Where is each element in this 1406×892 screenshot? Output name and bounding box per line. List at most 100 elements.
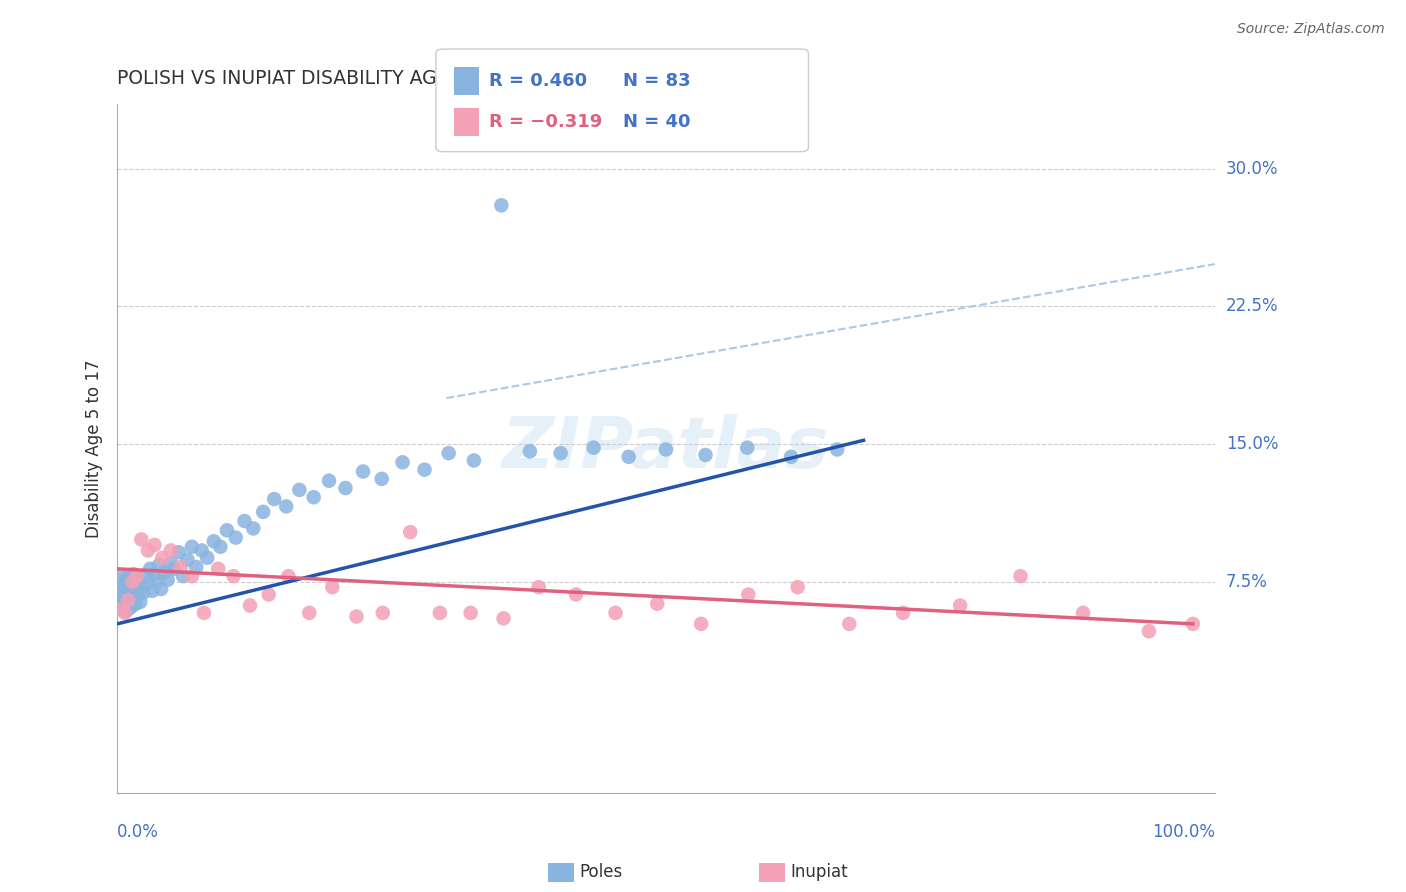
- Point: [257, 587, 280, 601]
- Point: [460, 606, 482, 620]
- Point: [195, 550, 218, 565]
- Point: [150, 582, 173, 596]
- Point: [115, 573, 138, 587]
- Point: [519, 444, 541, 458]
- Text: 22.5%: 22.5%: [1226, 297, 1278, 315]
- Point: [145, 574, 167, 589]
- Point: [1010, 569, 1032, 583]
- Point: [121, 599, 143, 613]
- Point: [737, 587, 759, 601]
- Point: [1181, 616, 1204, 631]
- Point: [127, 587, 149, 601]
- Point: [429, 606, 451, 620]
- Point: [492, 611, 515, 625]
- Point: [463, 453, 485, 467]
- Point: [131, 533, 153, 547]
- Point: [160, 543, 183, 558]
- Point: [163, 562, 186, 576]
- Point: [1137, 624, 1160, 639]
- Point: [143, 538, 166, 552]
- Point: [167, 545, 190, 559]
- Point: [120, 600, 142, 615]
- Point: [115, 587, 138, 601]
- Point: [370, 472, 392, 486]
- Point: [120, 591, 142, 606]
- Text: N = 83: N = 83: [623, 72, 690, 90]
- Point: [135, 569, 157, 583]
- Point: [122, 567, 145, 582]
- Point: [735, 441, 758, 455]
- Point: [114, 606, 136, 620]
- Point: [131, 578, 153, 592]
- Point: [136, 543, 159, 558]
- Point: [565, 587, 588, 601]
- Point: [193, 606, 215, 620]
- Text: Poles: Poles: [579, 863, 623, 881]
- Text: ZIPatlas: ZIPatlas: [502, 414, 830, 483]
- Point: [252, 505, 274, 519]
- Point: [298, 606, 321, 620]
- Point: [153, 566, 176, 580]
- Point: [655, 442, 678, 457]
- Text: R = 0.460: R = 0.460: [489, 72, 588, 90]
- Point: [242, 521, 264, 535]
- Point: [391, 455, 413, 469]
- Point: [302, 490, 325, 504]
- Point: [352, 465, 374, 479]
- Point: [172, 569, 194, 583]
- Point: [120, 574, 142, 589]
- Point: [117, 571, 139, 585]
- Point: [117, 602, 139, 616]
- Point: [132, 585, 155, 599]
- Point: [110, 587, 132, 601]
- Point: [437, 446, 460, 460]
- Point: [786, 580, 808, 594]
- Point: [122, 582, 145, 596]
- Point: [239, 599, 262, 613]
- Point: [111, 602, 134, 616]
- Point: [115, 597, 138, 611]
- Point: [115, 604, 138, 618]
- Text: Inupiat: Inupiat: [790, 863, 848, 881]
- Point: [780, 450, 803, 464]
- Text: R = −0.319: R = −0.319: [489, 113, 603, 131]
- Point: [118, 578, 141, 592]
- Point: [335, 481, 357, 495]
- Point: [346, 609, 368, 624]
- Point: [891, 606, 914, 620]
- Point: [321, 580, 343, 594]
- Point: [190, 543, 212, 558]
- Point: [215, 523, 238, 537]
- Point: [550, 446, 572, 460]
- Point: [186, 560, 208, 574]
- Point: [209, 540, 232, 554]
- Point: [110, 602, 132, 616]
- Point: [117, 585, 139, 599]
- Text: 100.0%: 100.0%: [1152, 823, 1215, 841]
- Point: [176, 552, 198, 566]
- Point: [202, 534, 225, 549]
- Point: [645, 597, 668, 611]
- Point: [120, 583, 142, 598]
- Point: [949, 599, 972, 613]
- Text: 0.0%: 0.0%: [117, 823, 159, 841]
- Point: [180, 569, 202, 583]
- Point: [263, 491, 285, 506]
- Text: 15.0%: 15.0%: [1226, 435, 1278, 453]
- Point: [148, 558, 170, 573]
- Point: [121, 574, 143, 589]
- Point: [838, 616, 860, 631]
- Point: [825, 442, 848, 457]
- Text: Source: ZipAtlas.com: Source: ZipAtlas.com: [1237, 22, 1385, 37]
- Point: [1071, 606, 1094, 620]
- Point: [139, 562, 162, 576]
- Y-axis label: Disability Age 5 to 17: Disability Age 5 to 17: [86, 359, 103, 538]
- Point: [695, 448, 717, 462]
- Point: [371, 606, 394, 620]
- Point: [690, 616, 713, 631]
- Point: [117, 593, 139, 607]
- Point: [318, 474, 340, 488]
- Point: [527, 580, 550, 594]
- Point: [110, 595, 132, 609]
- Point: [207, 562, 229, 576]
